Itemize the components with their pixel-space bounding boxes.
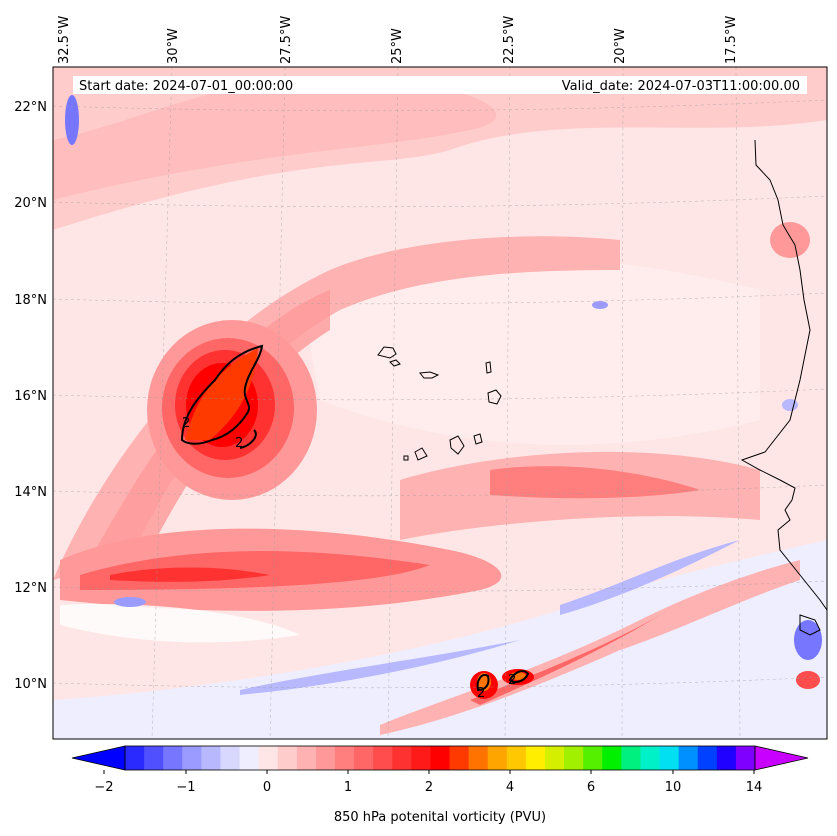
- pv-neg-small: [592, 301, 608, 309]
- pv-neg-west: [114, 597, 146, 607]
- pv-neg-north: [65, 95, 79, 145]
- pv-neg-band: [240, 640, 520, 695]
- colorbar-cell: [258, 746, 279, 770]
- colorbar-cells: [125, 746, 756, 770]
- colorbar-cell: [659, 746, 680, 770]
- colorbar-cell: [430, 746, 451, 770]
- colorbar-cell: [125, 746, 145, 770]
- lon-label: 30°W: [166, 28, 181, 64]
- colorbar-cell: [315, 746, 336, 770]
- colorbar-frame: [124, 745, 756, 771]
- colorbar-cell: [525, 746, 546, 770]
- lon-label: 27.5°W: [279, 16, 294, 64]
- lat-label: 10°N: [14, 677, 47, 692]
- map-frame: [52, 66, 828, 740]
- islands: [377, 346, 502, 461]
- colorbar-tick-label: 10: [665, 780, 682, 795]
- colorbar-cell: [201, 746, 221, 770]
- colorbar-cell: [678, 746, 699, 770]
- pv-calm-area: [300, 256, 760, 445]
- pv-pos-coast: [796, 671, 820, 689]
- lat-label: 14°N: [14, 485, 47, 500]
- pv-neg-band-east: [560, 540, 740, 615]
- contour-label: 2: [235, 436, 243, 451]
- colorbar-title: 850 hPa potenital vorticity (PVU): [334, 810, 546, 825]
- colorbar-tick-label: 0: [263, 780, 271, 795]
- pv-pos-coast-north: [770, 222, 810, 258]
- pv-band-north-2: [53, 75, 497, 200]
- colorbar: −2 −1 0 1 2 4 6 10 14 850 hPa potenital …: [71, 745, 809, 825]
- map-panel[interactable]: Start date: 2024-07-01_00:00:00 Valid_da…: [52, 66, 828, 740]
- lat-label: 16°N: [14, 389, 47, 404]
- lon-labels: 32.5°W 30°W 27.5°W 25°W 22.5°W 20°W 17.5…: [57, 16, 739, 64]
- lon-label: 25°W: [390, 28, 405, 64]
- pv-2-contour: [180, 344, 530, 692]
- colorbar-cell: [545, 746, 565, 770]
- colorbar-max-arrow: [754, 745, 809, 771]
- lat-label: 22°N: [14, 100, 47, 115]
- pv-neg-small-2: [782, 399, 798, 411]
- colorbar-cell: [182, 746, 202, 770]
- colorbar-ticks: [103, 770, 755, 774]
- contour-label: 2: [477, 686, 485, 701]
- colorbar-tick-labels: −2 −1 0 1 2 4 6 10 14: [94, 780, 762, 795]
- lat-labels: 22°N 20°N 18°N 16°N 14°N 12°N 10°N: [14, 100, 47, 692]
- colorbar-cell: [373, 746, 393, 770]
- lat-label: 20°N: [14, 196, 47, 211]
- colorbar-tick-label: 1: [344, 780, 352, 795]
- colorbar-cell: [697, 746, 718, 770]
- colorbar-tick-label: 6: [587, 780, 595, 795]
- colorbar-tick-label: −2: [94, 780, 113, 795]
- contour-label: 2: [508, 673, 516, 688]
- colorbar-cell: [564, 746, 584, 770]
- pv-cyclone: [147, 320, 317, 500]
- colorbar-cell: [335, 746, 355, 770]
- pv-field: [53, 67, 827, 739]
- start-date-label: Start date: 2024-07-01_00:00:00: [79, 79, 293, 94]
- colorbar-cell: [392, 746, 412, 770]
- lon-label: 20°W: [613, 28, 628, 64]
- colorbar-tick-label: 14: [746, 780, 763, 795]
- lat-label: 18°N: [14, 293, 47, 308]
- colorbar-cell: [144, 746, 164, 770]
- colorbar-cell: [506, 746, 527, 770]
- colorbar-cell: [163, 746, 183, 770]
- valid-date-label: Valid_date: 2024-07-03T11:00:00.00: [562, 79, 800, 94]
- colorbar-cell: [277, 746, 298, 770]
- colorbar-cell: [449, 746, 470, 770]
- colorbar-min-arrow: [71, 745, 126, 771]
- colorbar-cell: [640, 746, 661, 770]
- colorbar-cell: [735, 746, 756, 770]
- header-box: [73, 76, 807, 94]
- colorbar-cell: [716, 746, 737, 770]
- colorbar-cell: [583, 746, 603, 770]
- colorbar-tick-label: −1: [176, 780, 195, 795]
- lat-label: 12°N: [14, 581, 47, 596]
- colorbar-cell: [468, 746, 489, 770]
- gridlines: [53, 67, 827, 739]
- pv-band-east-core: [490, 466, 700, 499]
- coastline: [740, 139, 827, 636]
- colorbar-cell: [220, 746, 241, 770]
- colorbar-cell: [487, 746, 508, 770]
- colorbar-cell: [354, 746, 374, 770]
- colorbar-cell: [296, 746, 317, 770]
- colorbar-cell: [239, 746, 260, 770]
- lon-label: 17.5°W: [724, 16, 739, 64]
- colorbar-tick-label: 4: [506, 780, 514, 795]
- contour-label: 2: [182, 416, 190, 431]
- lon-label: 22.5°W: [502, 16, 517, 64]
- colorbar-cell: [602, 746, 622, 770]
- colorbar-cell: [411, 746, 431, 770]
- colorbar-cell: [621, 746, 641, 770]
- pv-band-west-max: [110, 567, 270, 582]
- pv-gap: [60, 604, 300, 643]
- lon-label: 32.5°W: [57, 16, 72, 64]
- colorbar-tick-label: 2: [425, 780, 433, 795]
